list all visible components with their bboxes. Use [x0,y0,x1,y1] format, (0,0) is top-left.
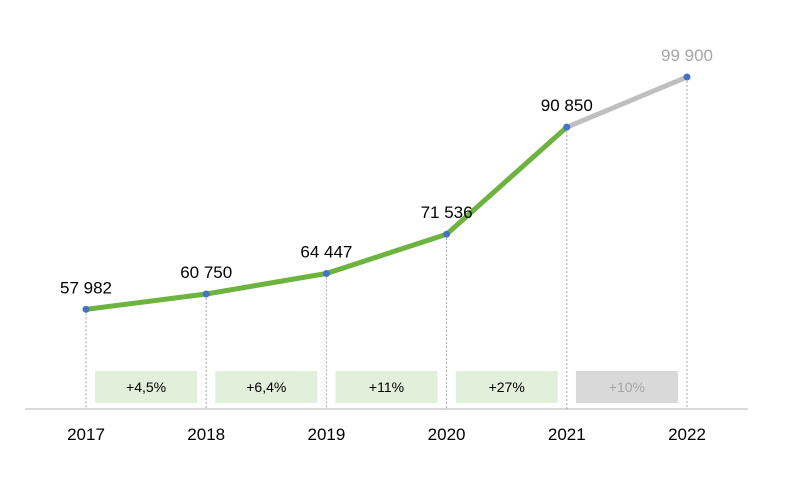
data-point [322,270,330,278]
value-label: 90 850 [541,96,593,115]
value-label: 64 447 [300,243,352,262]
x-tick-label: 2018 [187,425,225,444]
x-tick-label: 2020 [428,425,466,444]
x-tick-label: 2021 [548,425,586,444]
value-label: 60 750 [180,263,232,282]
growth-box [575,371,678,403]
data-point [202,290,210,298]
growth-label: +10% [609,379,645,395]
growth-box [95,371,198,403]
growth-label: +4,5% [126,379,166,395]
data-point [82,305,90,313]
growth-box [215,371,318,403]
growth-box [335,371,438,403]
value-label: 71 536 [421,203,473,222]
value-label: 57 982 [60,278,112,297]
growth-label: +27% [489,379,525,395]
value-label: 99 900 [661,46,713,65]
forecast-line [565,74,688,130]
data-point [683,73,691,81]
data-point [443,230,451,238]
x-tick-label: 2022 [668,425,706,444]
growth-box [455,371,558,403]
data-point [563,123,571,131]
growth-label: +11% [369,379,404,395]
x-tick-label: 2019 [307,425,345,444]
growth-label: +6,4% [246,379,286,395]
x-tick-label: 2017 [67,425,105,444]
